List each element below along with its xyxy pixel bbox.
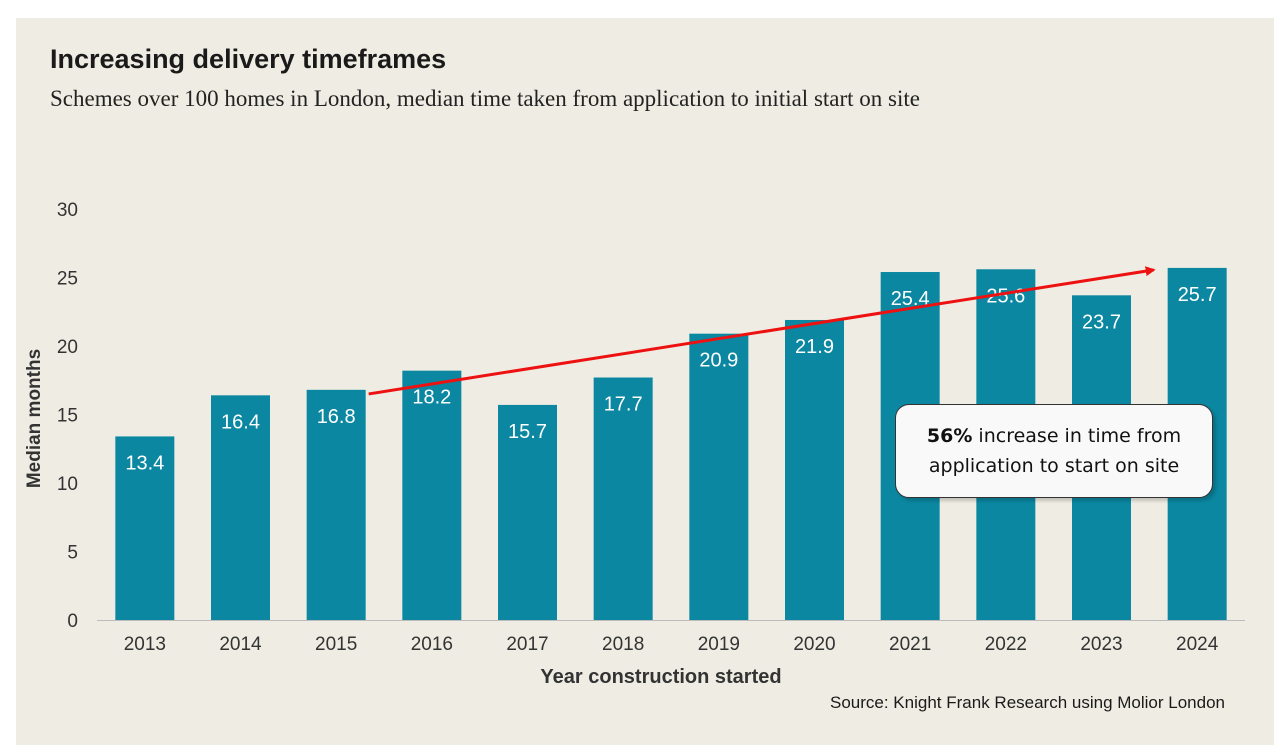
y-tick-label: 15	[57, 406, 78, 427]
bar	[211, 395, 270, 620]
bar-value-label: 16.8	[317, 406, 356, 428]
callout-box: 56% increase in time from application to…	[895, 404, 1213, 498]
source-note: Source: Knight Frank Research using Moli…	[830, 693, 1225, 712]
callout-highlight: 56%	[926, 425, 973, 447]
bar	[306, 389, 366, 620]
bar	[498, 404, 557, 620]
x-tick-label: 2024	[1176, 634, 1219, 655]
bars: 13.416.4 16.818.215.717.720.921.925.4 25.6…	[115, 267, 1227, 620]
y-axis-ticks: 0 5 10 15 20 25 30	[57, 200, 78, 632]
x-tick-label: 2014	[219, 634, 262, 655]
x-axis-ticks: 2013 2014 2015 2016 2017 2018 2019 2020 2021 2022…	[124, 634, 1219, 655]
x-tick-label: 2019	[698, 634, 740, 655]
y-tick-label: 10	[57, 474, 78, 495]
x-tick-label: 2022	[985, 634, 1027, 655]
x-tick-label: 2015	[315, 634, 357, 655]
bar-value-label: 16.4	[221, 411, 260, 433]
bar-value-label: 15.7	[508, 421, 547, 443]
chart-subtitle: Schemes over 100 homes in London, median…	[50, 86, 920, 111]
x-tick-label: 2016	[411, 634, 453, 655]
bar-value-label: 13.4	[125, 452, 164, 474]
bar	[115, 436, 175, 620]
x-tick-label: 2023	[1080, 634, 1122, 655]
bar-value-label: 20.9	[699, 350, 738, 372]
x-tick-label: 2021	[889, 634, 931, 655]
callout-text: 56% increase in time from application to…	[896, 421, 1212, 481]
x-tick-label: 2013	[124, 634, 166, 655]
bar-value-label: 25.4	[891, 288, 930, 310]
callout-body: increase in time from application to sta…	[928, 425, 1182, 477]
bar-value-label: 21.9	[795, 336, 834, 358]
bar	[689, 333, 749, 620]
x-tick-label: 2020	[793, 634, 835, 655]
x-axis-label: Year construction started	[540, 666, 781, 688]
y-tick-label: 20	[57, 337, 78, 358]
trend-arrow	[368, 266, 1156, 396]
bar	[402, 370, 462, 620]
y-tick-label: 25	[57, 269, 78, 290]
x-tick-label: 2017	[506, 634, 548, 655]
y-tick-label: 30	[57, 200, 78, 221]
y-axis-label: Median months	[24, 349, 45, 488]
x-tick-label: 2018	[602, 634, 644, 655]
bar	[785, 319, 844, 620]
y-tick-label: 5	[67, 543, 78, 564]
y-tick-label: 0	[67, 611, 78, 632]
bar	[593, 377, 653, 620]
bar-value-label: 25.7	[1178, 284, 1217, 306]
chart-title: Increasing delivery timeframes	[50, 44, 447, 74]
bar-value-label: 18.2	[412, 387, 451, 409]
bar-value-label: 17.7	[604, 394, 643, 416]
bar-value-label: 23.7	[1082, 311, 1121, 333]
